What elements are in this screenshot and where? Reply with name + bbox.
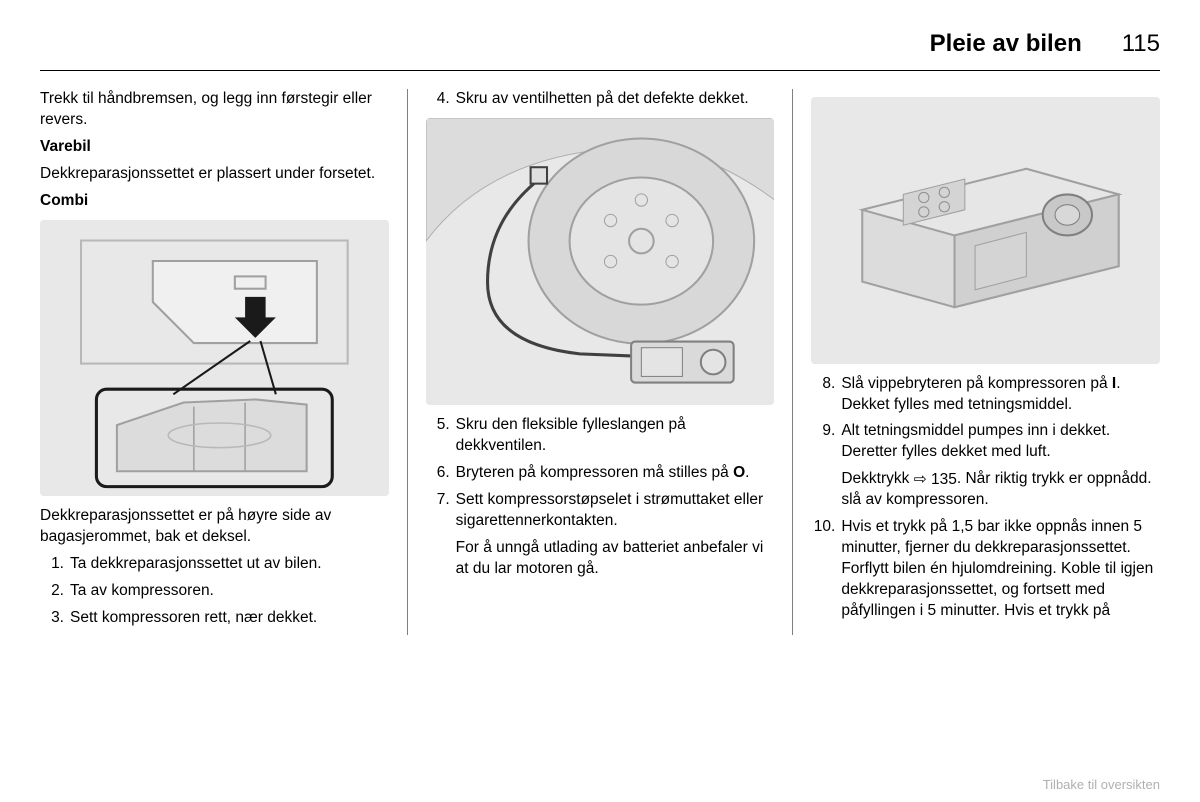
- column-3: 8. Slå vippebryteren på kompressoren på …: [793, 89, 1160, 635]
- steps-8-10: 8. Slå vippebryteren på kompressoren på …: [811, 374, 1160, 622]
- heading-varebil: Varebil: [40, 137, 389, 158]
- footer-back-link[interactable]: Tilbake til oversikten: [1043, 777, 1160, 792]
- step-number: 8.: [811, 374, 841, 416]
- step-number: 3.: [40, 608, 70, 629]
- column-1: Trekk til håndbremsen, og legg inn først…: [40, 89, 407, 635]
- heading-combi: Combi: [40, 191, 389, 212]
- step-number: 4.: [426, 89, 456, 110]
- varebil-text: Dekkreparasjonssettet er plassert under …: [40, 164, 389, 185]
- step-text: Skru den fleksible fylleslangen på dekkv…: [456, 415, 775, 457]
- step-number: 10.: [811, 517, 841, 622]
- header-rule: [40, 70, 1160, 71]
- step-text: Sett kompressorstøpselet i strømuttaket …: [456, 490, 775, 580]
- crossref-icon: ⇨ 135: [914, 470, 957, 491]
- step-text: Alt tetningsmiddel pumpes inn i dekket. …: [841, 421, 1160, 511]
- steps-1-3: 1.Ta dekkreparasjonssettet ut av bilen. …: [40, 554, 389, 629]
- step-text: Hvis et trykk på 1,5 bar ikke oppnås inn…: [841, 517, 1160, 622]
- step-text: Slå vippebryteren på kompressoren på I. …: [841, 374, 1160, 416]
- step-number: 7.: [426, 490, 456, 580]
- figure-combi-location: [40, 220, 389, 497]
- page-number: 115: [1122, 30, 1160, 58]
- step-text: Skru av ventilhetten på det defekte dekk…: [456, 89, 775, 110]
- combi-location-text: Dekkreparasjonssettet er på høyre side a…: [40, 506, 389, 548]
- content-columns: Trekk til håndbremsen, og legg inn først…: [40, 89, 1160, 635]
- step-number: 2.: [40, 581, 70, 602]
- step-text: Ta av kompressoren.: [70, 581, 389, 602]
- step-number: 1.: [40, 554, 70, 575]
- step-number: 6.: [426, 463, 456, 484]
- steps-5-7: 5.Skru den fleksible fylleslangen på dek…: [426, 415, 775, 579]
- step-number: 9.: [811, 421, 841, 511]
- step-text: Ta dekkreparasjonssettet ut av bilen.: [70, 554, 389, 575]
- page-section-title: Pleie av bilen: [930, 30, 1082, 58]
- column-2: 4.Skru av ventilhetten på det defekte de…: [407, 89, 794, 635]
- step-text: Bryteren på kompressoren må stilles på O…: [456, 463, 775, 484]
- step-text: Sett kompressoren rett, nær dekket.: [70, 608, 389, 629]
- figure-compressor-hose: [426, 118, 775, 405]
- intro-paragraph: Trekk til håndbremsen, og legg inn først…: [40, 89, 389, 131]
- steps-4-7: 4.Skru av ventilhetten på det defekte de…: [426, 89, 775, 110]
- figure-compressor-unit: [811, 97, 1160, 364]
- step-number: 5.: [426, 415, 456, 457]
